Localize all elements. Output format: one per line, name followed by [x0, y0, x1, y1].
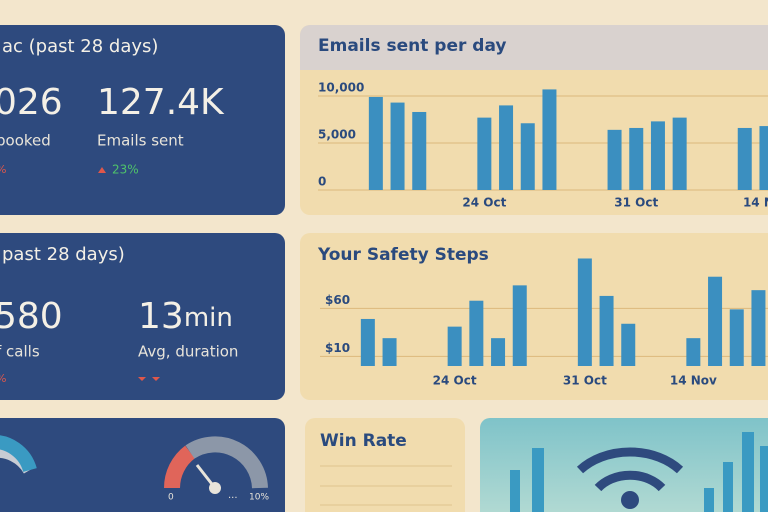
bar [672, 117, 687, 190]
chart-title: Your Safety Steps [317, 245, 489, 265]
kpi-label: booked [0, 132, 51, 150]
wifi-icon [576, 447, 684, 492]
x-tick-label: 24 Oct [433, 374, 477, 388]
kpi-label: Avg, duration [138, 343, 238, 361]
bar [469, 300, 484, 366]
bar [368, 96, 383, 190]
gauge-arc [0, 435, 37, 473]
placeholder-lines [320, 465, 452, 506]
kpi-value: 026 [0, 82, 63, 123]
x-tick-label: 24 Oct [462, 196, 506, 210]
bar [577, 258, 592, 366]
bar [621, 323, 636, 366]
kpi-card [0, 25, 285, 215]
down-arrows [138, 377, 160, 381]
bar [650, 121, 665, 190]
gauge-min: 0 [168, 493, 174, 503]
bar [708, 276, 723, 366]
kpi-unit: min [184, 303, 233, 333]
up-arrow [98, 167, 106, 173]
bar [447, 326, 462, 366]
y-tick-label: 5,000 [318, 128, 356, 142]
bar [491, 338, 506, 366]
bar [737, 127, 752, 190]
bar [686, 338, 701, 366]
kpi-label: Emails sent [97, 132, 184, 150]
kpi-change: % [0, 372, 6, 385]
x-tick-label: 31 Oct [614, 196, 658, 210]
gauge-card [0, 418, 285, 512]
illustration-bars [510, 432, 768, 512]
kpi-number: 13 [138, 296, 184, 337]
y-tick-label: $10 [325, 341, 350, 355]
gauge-arc [185, 436, 268, 489]
kpi-value: 580 [0, 296, 63, 337]
bar [607, 129, 622, 190]
card-title: past 28 days) [2, 244, 125, 265]
bar [599, 295, 614, 366]
gauge-arc [164, 445, 196, 489]
bar [729, 309, 744, 366]
y-tick-label: 0 [318, 175, 326, 189]
illustration-card [480, 418, 768, 512]
bar [759, 126, 768, 190]
bar [477, 117, 492, 190]
chart-header [300, 25, 768, 70]
wifi-dot [621, 491, 639, 509]
bar [390, 102, 405, 190]
card-title: Win Rate [320, 431, 407, 451]
y-tick-label: 10,000 [318, 81, 364, 95]
kpi-label: f calls [0, 343, 40, 361]
gauge-hub [209, 482, 221, 494]
chart-card [300, 233, 768, 400]
bar [360, 318, 375, 366]
chart-title: Emails sent per day [318, 36, 507, 56]
bar [512, 285, 527, 366]
bar [751, 290, 766, 366]
bar [412, 111, 427, 190]
kpi-card [0, 233, 285, 400]
kpi-value: 13min [138, 296, 233, 337]
win-rate-card [305, 418, 465, 512]
x-tick-label: 14 Nov [743, 196, 768, 210]
card-title: ac (past 28 days) [2, 36, 158, 57]
kpi-change: 23% [112, 163, 139, 177]
y-tick-label: $60 [325, 293, 350, 307]
gauge-dots: ... [228, 490, 238, 501]
kpi-value: 127.4K [97, 82, 225, 123]
x-tick-label: 14 Nov [670, 374, 717, 388]
bar [499, 105, 514, 190]
x-tick-label: 31 Oct [563, 374, 607, 388]
bar [382, 338, 397, 366]
bar [629, 127, 644, 190]
bar [542, 89, 557, 190]
bar [520, 123, 535, 190]
kpi-change: % [0, 163, 6, 176]
gauge-max: 10% [249, 493, 269, 503]
